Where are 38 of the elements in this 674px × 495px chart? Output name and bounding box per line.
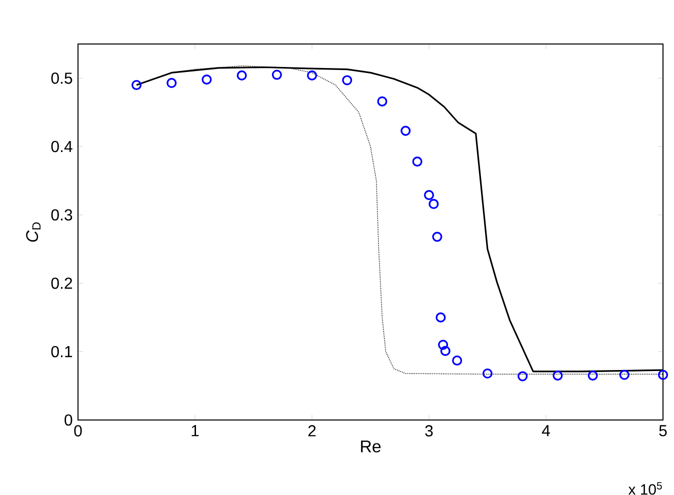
point bbox=[619, 370, 630, 380]
point bbox=[436, 312, 446, 323]
point bbox=[424, 190, 434, 200]
y-tick-label: 0 bbox=[64, 414, 72, 426]
point bbox=[428, 199, 439, 210]
text: x 10$^{5}$ bbox=[628, 482, 662, 495]
y-tick-label: 0.2 bbox=[51, 278, 72, 290]
point bbox=[236, 70, 247, 81]
point bbox=[518, 371, 528, 382]
y-tick-label: 0.5 bbox=[51, 72, 72, 84]
point bbox=[432, 232, 442, 242]
x-axis-title: Re bbox=[361, 440, 381, 453]
x-tick-label: 0 bbox=[74, 425, 82, 437]
point bbox=[658, 370, 668, 380]
point bbox=[166, 78, 177, 88]
x-tick-label: 2 bbox=[308, 425, 316, 436]
point bbox=[440, 346, 450, 356]
point bbox=[400, 126, 411, 136]
point bbox=[202, 74, 212, 85]
x-tick-label: 1 bbox=[192, 425, 199, 436]
y-tick-label: 0.4 bbox=[51, 141, 72, 152]
point bbox=[377, 96, 388, 107]
point bbox=[131, 80, 142, 90]
point bbox=[272, 70, 282, 80]
x-tick-label: 3 bbox=[425, 425, 433, 437]
point bbox=[482, 368, 493, 379]
point bbox=[438, 340, 448, 350]
x-tick-label: 5 bbox=[659, 425, 667, 436]
y-tick-label: 0.3 bbox=[51, 209, 72, 221]
point bbox=[412, 156, 422, 167]
y-tick-label: 0.1 bbox=[51, 346, 72, 358]
point bbox=[452, 356, 462, 366]
point bbox=[552, 370, 563, 381]
point bbox=[306, 70, 318, 81]
y-axis-title: C$_{D}$ bbox=[26, 222, 41, 242]
point bbox=[588, 370, 598, 381]
x-tick-label: 4 bbox=[542, 425, 550, 436]
point bbox=[342, 75, 352, 86]
